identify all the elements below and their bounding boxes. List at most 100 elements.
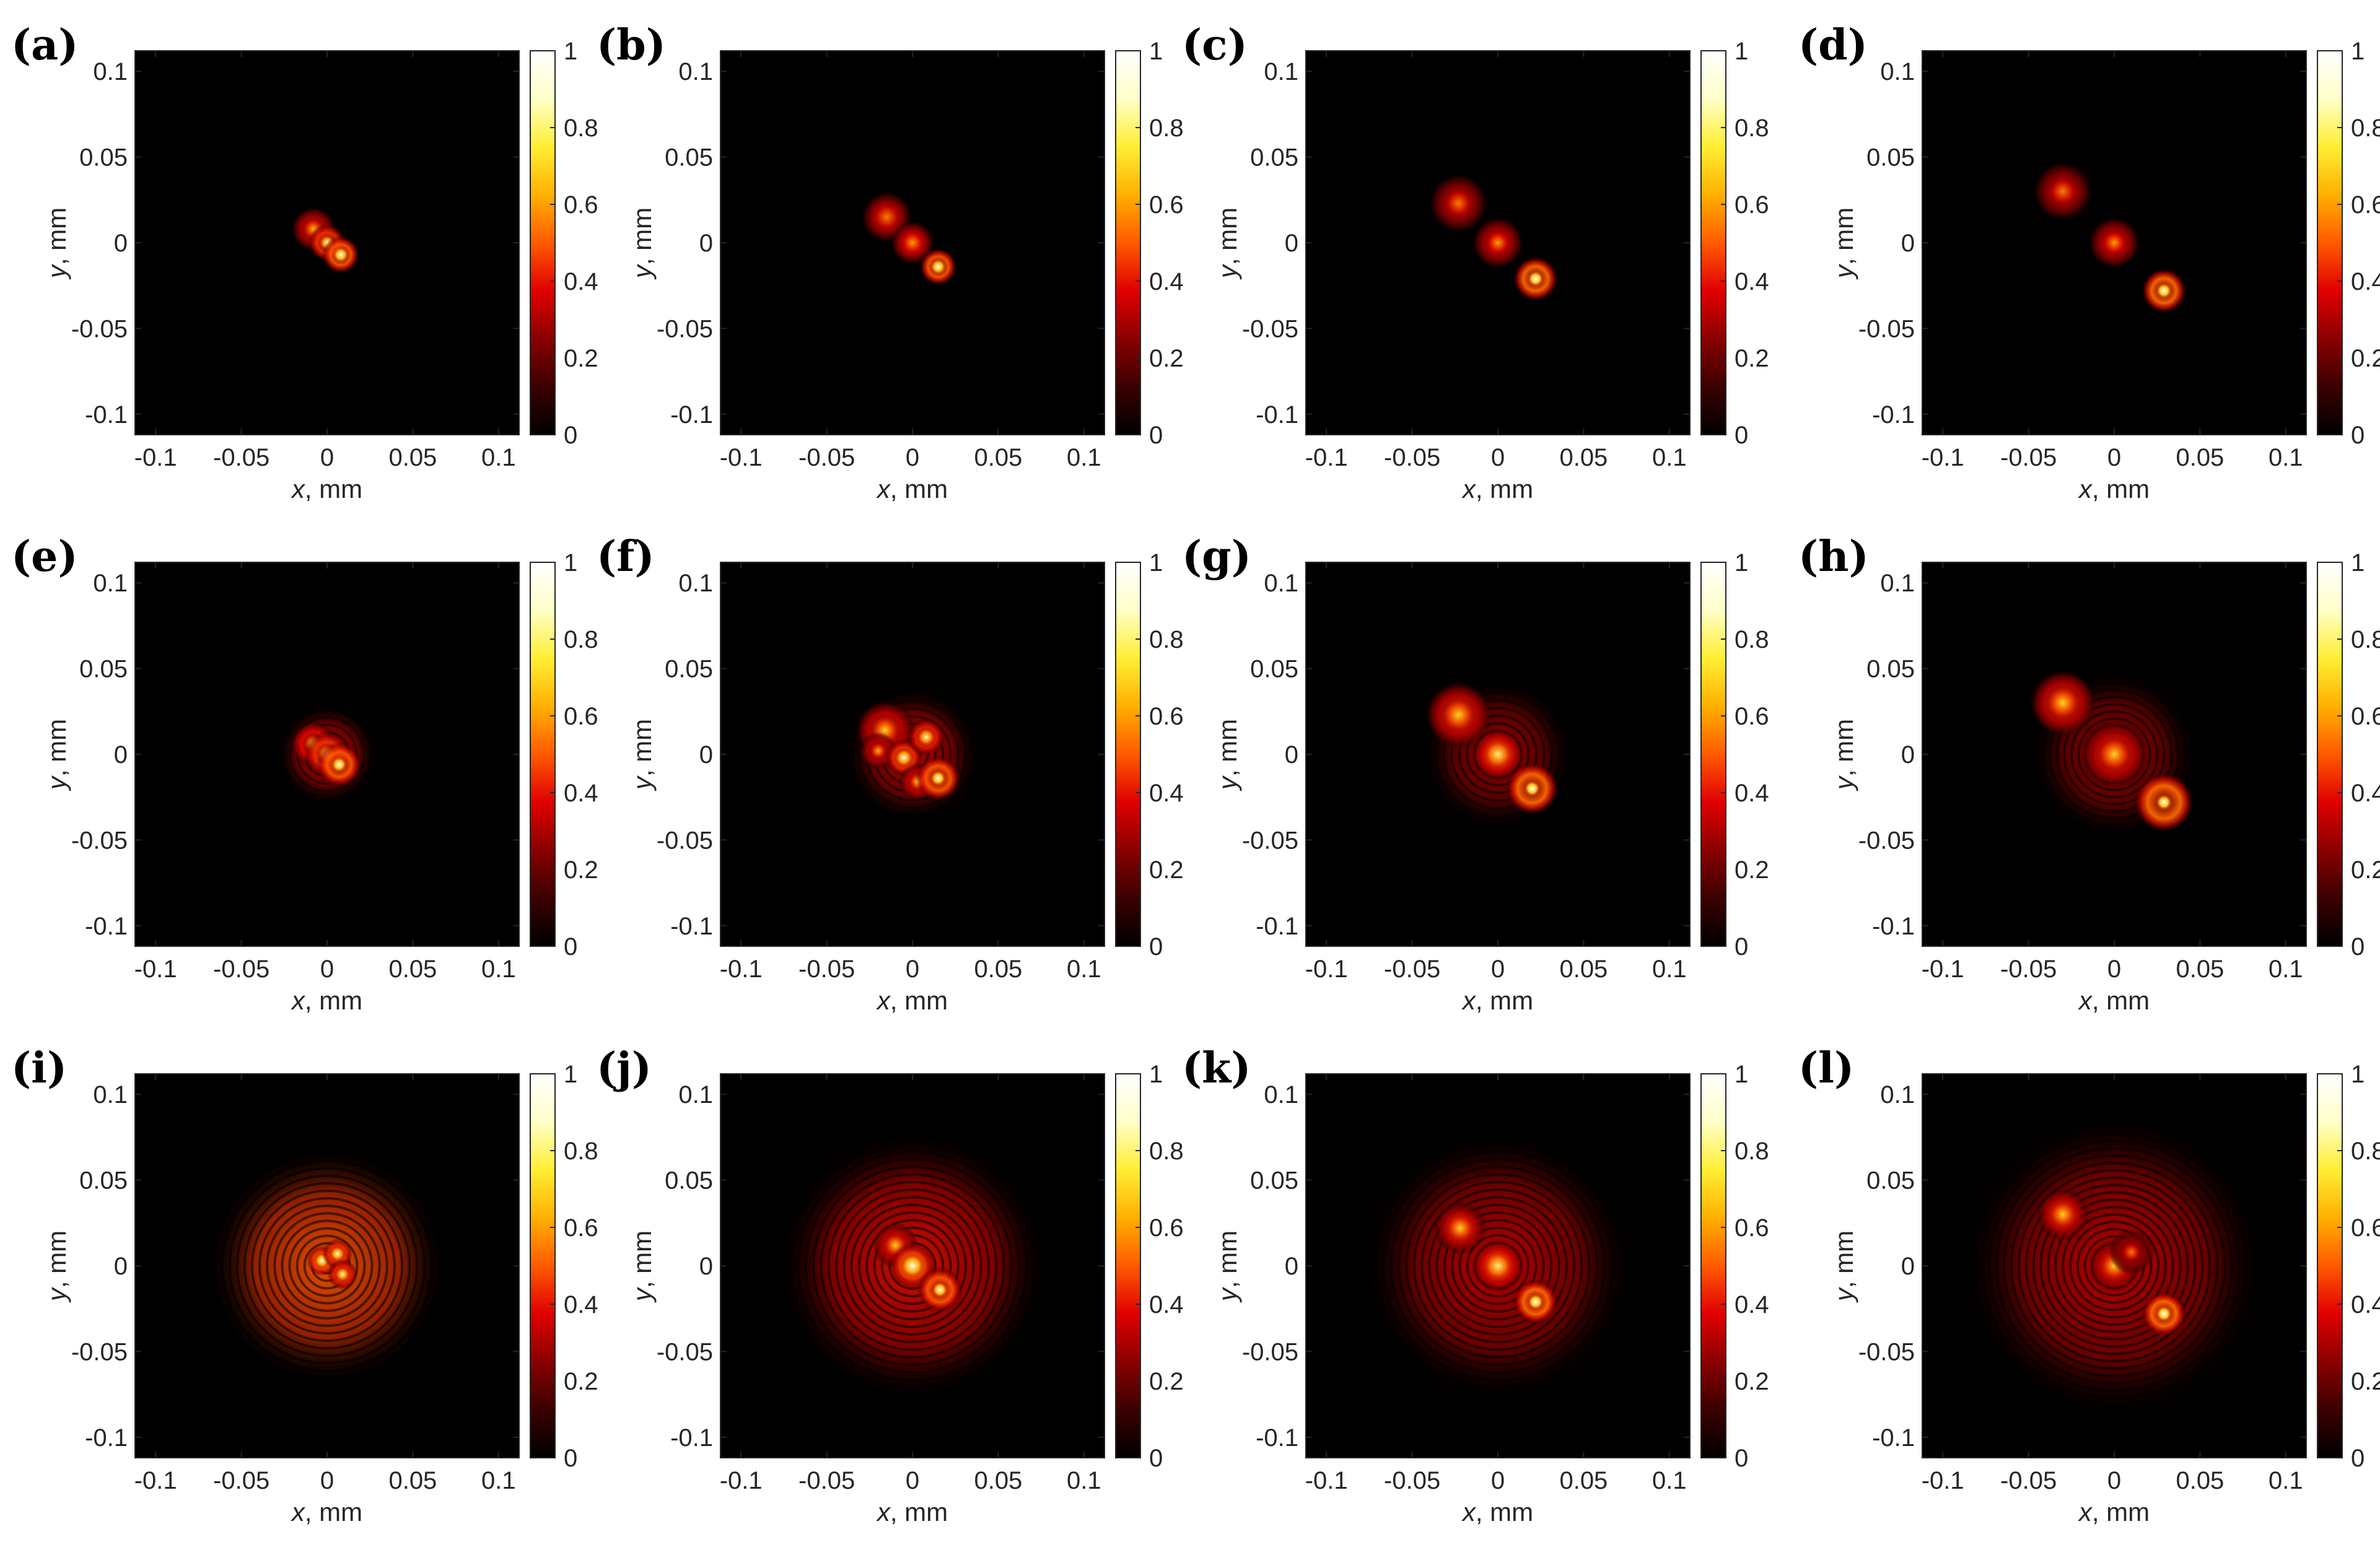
- colorbar-tick-label: 0.4: [2351, 1291, 2380, 1318]
- y-axis-label: y, mm: [628, 719, 657, 791]
- colorbar-frame: [2317, 50, 2343, 435]
- x-tick-label: -0.05: [1384, 1467, 1440, 1494]
- colorbar-tick-label: 0.4: [1149, 780, 1184, 807]
- colorbar-tick-label: 1: [1735, 549, 1748, 577]
- x-tick-label: 0.1: [2268, 444, 2303, 471]
- fringe-ring: [1420, 1188, 1576, 1344]
- x-tick-label: 0.05: [974, 956, 1022, 983]
- x-tick-label: -0.05: [798, 1467, 855, 1494]
- y-axis-variable: y: [1829, 775, 1858, 791]
- spot-core: [893, 747, 914, 769]
- x-axis-variable: x: [1461, 474, 1477, 503]
- x-tick-label: -0.1: [720, 956, 763, 983]
- fringe-ring: [288, 1227, 366, 1305]
- colorbar-tick-label: 0: [564, 933, 577, 960]
- y-axis-unit: , mm: [1829, 1231, 1858, 1288]
- x-axis-variable: x: [876, 1497, 891, 1527]
- x-tick-label: -0.1: [1922, 1467, 1964, 1494]
- colorbar: [2317, 562, 2342, 946]
- y-axis-variable: y: [42, 775, 71, 791]
- fringe-ring: [781, 1135, 1044, 1397]
- y-tick-label: 0.1: [678, 570, 713, 597]
- y-axis-label: y, mm: [42, 1231, 71, 1303]
- fringe-ring: [258, 1197, 396, 1335]
- x-tick-label: 0: [2107, 1467, 2121, 1494]
- y-tick-label: -0.1: [670, 1424, 713, 1452]
- x-tick-label: 0.05: [388, 444, 437, 471]
- y-tick-label: 0: [114, 741, 128, 769]
- panel-c: -0.1 -0.05 0 0.05 0.10.10.050-0.05-0.1x, mmy…: [1182, 20, 1769, 503]
- intensity-map: [860, 190, 957, 286]
- y-tick-label: -0.05: [657, 315, 713, 342]
- x-axis-unit: , mm: [305, 474, 362, 503]
- fringe-ring: [2077, 717, 2151, 791]
- y-tick-label: 0.05: [1866, 1167, 1915, 1195]
- y-tick-label: 0.1: [1880, 1081, 1915, 1109]
- colorbar-frame: [2317, 562, 2343, 947]
- colorbar-tick-label: 0.6: [2351, 1214, 2380, 1242]
- y-axis-unit: , mm: [1213, 719, 1242, 777]
- y-tick-label: 0: [699, 741, 713, 769]
- x-tick-label: 0: [1491, 956, 1505, 983]
- colorbar-tick-label: 0.6: [2351, 191, 2380, 219]
- fringe-ring: [1466, 1234, 1530, 1298]
- x-axis-label: x, mm: [291, 1497, 362, 1527]
- spot-core: [898, 1252, 927, 1280]
- x-tick-label: -0.05: [798, 956, 855, 983]
- colorbar-tick-label: 0.2: [2351, 1368, 2380, 1395]
- y-tick-label: -0.05: [657, 827, 713, 854]
- fringe-ring: [1428, 1196, 1568, 1336]
- y-tick-label: -0.05: [1242, 315, 1298, 342]
- fringe-ring: [1389, 1157, 1606, 1374]
- y-tick-label: 0.1: [93, 1081, 128, 1109]
- fringe-ring: [273, 1212, 381, 1320]
- colorbar-tick-label: 0.2: [1149, 345, 1184, 372]
- fringe-ring: [1451, 1219, 1545, 1313]
- x-tick-label: -0.05: [213, 1467, 269, 1494]
- x-tick-label: -0.1: [1922, 956, 1964, 983]
- x-axis-variable: x: [876, 474, 891, 503]
- colorbar-tick-label: 0: [1149, 1445, 1163, 1472]
- colorbar-tick-label: 1: [2351, 1061, 2365, 1088]
- colorbar-tick-label: 0.4: [1149, 268, 1184, 295]
- x-axis-label: x, mm: [2078, 986, 2150, 1015]
- fringe-ring: [221, 1159, 434, 1372]
- colorbar-tick-label: 0.6: [1735, 1214, 1769, 1242]
- intensity-map: [842, 684, 982, 824]
- fringe-ring: [1427, 683, 1569, 825]
- spot-core: [328, 1245, 346, 1263]
- x-tick-label: 0.1: [1652, 1467, 1687, 1494]
- fringe-ring: [1973, 1125, 2255, 1407]
- y-tick-label: 0.05: [665, 1167, 713, 1195]
- colorbar-tick-label: 0.8: [2351, 115, 2380, 142]
- colorbar-tick-label: 0.2: [564, 345, 598, 372]
- colorbar-tick-label: 0.4: [1735, 268, 1769, 295]
- y-axis-label: y, mm: [1829, 1231, 1858, 1303]
- x-tick-label: 0.1: [1652, 956, 1687, 983]
- fringe-ring: [1367, 1135, 1629, 1397]
- colorbar: [2317, 51, 2342, 435]
- colorbar-tick-label: 0: [1149, 422, 1163, 449]
- x-tick-label: 0: [2107, 444, 2121, 471]
- x-tick-label: 0.05: [1559, 444, 1608, 471]
- y-tick-label: 0: [1285, 230, 1298, 257]
- y-axis-unit: , mm: [1213, 207, 1242, 265]
- spot-core: [916, 726, 937, 747]
- x-axis-variable: x: [291, 986, 306, 1015]
- colorbar-tick-label: 0.8: [2351, 626, 2380, 653]
- fringe-ring: [228, 1167, 426, 1365]
- colorbar-tick-label: 0.2: [2351, 856, 2380, 884]
- y-axis-label: y, mm: [1213, 719, 1242, 791]
- panel-a: -0.1 -0.05 0 0.05 0.10.10.050-0.05-0.1x, mmy…: [11, 20, 598, 503]
- panel-k: -0.1 -0.05 0 0.05 0.10.10.050-0.05-0.1x, mmy…: [1182, 1043, 1769, 1527]
- colorbar-tick-label: 1: [2351, 549, 2365, 577]
- x-tick-label: 0.1: [1067, 444, 1101, 471]
- panel-h: -0.1 -0.05 0 0.05 0.10.10.050-0.05-0.1x, mmy…: [1798, 532, 2380, 1015]
- colorbar-tick-label: 0.2: [564, 1368, 598, 1395]
- spot-core: [2042, 170, 2084, 212]
- panel-label: (k): [1182, 1043, 1251, 1093]
- y-tick-label: -0.1: [85, 1424, 128, 1452]
- colorbar-tick-label: 1: [1149, 1061, 1163, 1088]
- y-tick-label: 0.05: [665, 144, 713, 172]
